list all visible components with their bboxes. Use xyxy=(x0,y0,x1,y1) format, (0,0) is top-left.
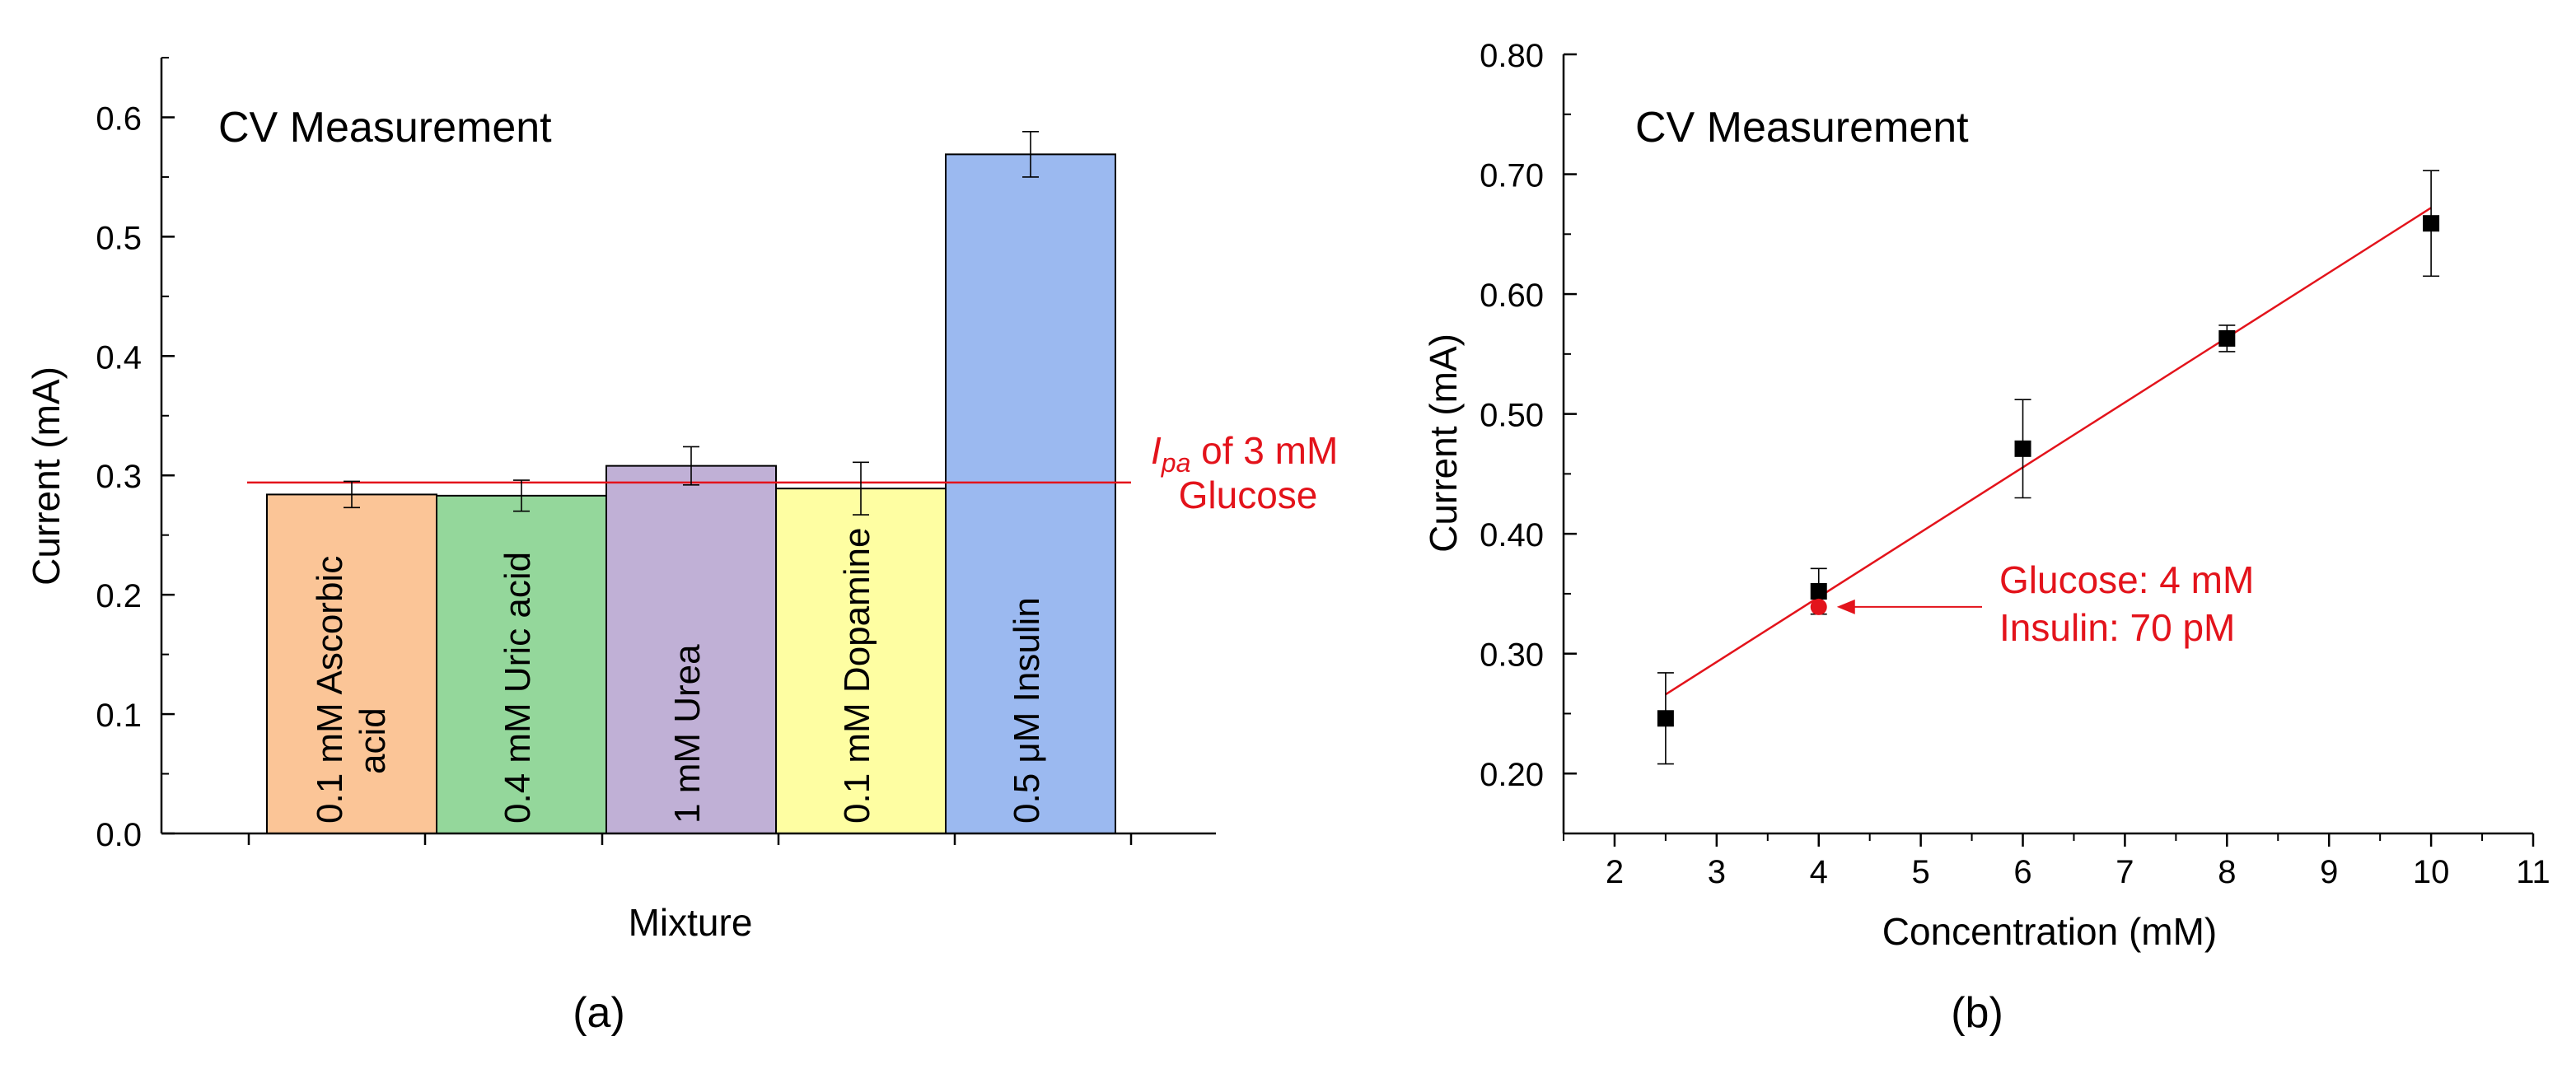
fit-line-group xyxy=(1665,207,2432,696)
bar-label-line: 0.5 μM Insulin xyxy=(1007,597,1047,824)
data-point xyxy=(1657,710,1674,727)
y-tick-label: 0.20 xyxy=(1480,757,1544,793)
x-tick-label: 5 xyxy=(1912,854,1930,890)
annotation-arrow-group xyxy=(1836,599,1982,614)
y-tick-label: 0.3 xyxy=(96,459,142,495)
reference-subscript: pa xyxy=(1161,448,1191,478)
y-tick-label: 0.0 xyxy=(96,817,142,853)
data-point xyxy=(2423,215,2440,232)
y-tick-label: 0.80 xyxy=(1480,38,1544,74)
panel-b-scatter-chart: 0.20 0.30 0.40 0.50 0.60 0.70 0.80 2 3 4 5 6 7 8 9 10 11… xyxy=(1422,38,2550,1037)
bar-label: 0.5 μM Insulin xyxy=(1007,597,1047,824)
bar-label: 1 mM Urea xyxy=(667,644,708,824)
data-point xyxy=(2014,440,2031,457)
panel-label: (a) xyxy=(573,989,625,1037)
data-point xyxy=(1810,583,1827,600)
x-axis-label: Mixture xyxy=(629,901,753,944)
bar xyxy=(945,153,1116,834)
error-bars xyxy=(344,131,1039,516)
bar-label-line: 0.4 mM Uric acid xyxy=(498,552,538,824)
chart-title: CV Measurement xyxy=(218,104,552,152)
y-tick-label: 0.70 xyxy=(1480,158,1544,194)
annotation-arrow-head xyxy=(1836,599,1855,614)
x-tick-label: 8 xyxy=(2218,854,2236,890)
bar xyxy=(436,494,607,834)
annotation-line-1: Glucose: 4 mM xyxy=(1999,558,2254,601)
sample-point xyxy=(1810,598,1827,615)
bar-label-line: 0.1 mM Dopamine xyxy=(837,528,877,824)
bars xyxy=(266,153,1116,834)
y-axis-label: Current (mA) xyxy=(25,366,68,586)
x-tick-label: 7 xyxy=(2115,854,2134,890)
y-tick-label: 0.30 xyxy=(1480,637,1544,674)
bar-label-line: acid xyxy=(353,707,393,774)
bar-label: 0.1 mM Dopamine xyxy=(837,528,877,824)
points xyxy=(1657,215,2440,727)
bar xyxy=(775,488,947,834)
y-tick-label: 0.40 xyxy=(1480,517,1544,553)
y-tick-label: 0.2 xyxy=(96,578,142,614)
y-tick-label: 0.50 xyxy=(1480,398,1544,434)
y-tick-label: 0.4 xyxy=(96,339,142,376)
y-tick-label: 0.60 xyxy=(1480,278,1544,314)
data-point xyxy=(2218,329,2236,347)
bar-label: 0.1 mM Ascorbicacid xyxy=(310,556,393,824)
x-tick-label: 4 xyxy=(1810,854,1828,890)
reference-text: of 3 mM xyxy=(1190,429,1338,472)
x-tick-label: 2 xyxy=(1606,854,1624,890)
x-tick-label: 9 xyxy=(2320,854,2338,890)
axes: 0.20 0.30 0.40 0.50 0.60 0.70 0.80 2 3 4 5 6 7 8 9 10 11 xyxy=(1480,38,2550,890)
bar xyxy=(266,493,437,834)
y-tick-label: 0.6 xyxy=(96,100,142,137)
bar-label: 0.4 mM Uric acid xyxy=(498,552,538,824)
reference-line-label: Ipa of 3 mM xyxy=(1151,429,1338,478)
bar-label-line: 1 mM Urea xyxy=(667,644,708,824)
y-tick-label: 0.1 xyxy=(96,698,142,734)
chart-title: CV Measurement xyxy=(1635,104,1969,152)
error-bars xyxy=(1657,170,2440,765)
x-axis-label: Concentration (mM) xyxy=(1882,910,2217,953)
reference-line-label-line2: Glucose xyxy=(1179,474,1318,516)
axes: 0.0 0.1 0.2 0.3 0.4 0.5 0.6 xyxy=(96,57,1216,853)
x-tick-label: 3 xyxy=(1708,854,1726,890)
bar-labels: 0.1 mM Ascorbicacid 0.4 mM Uric acid 1 mM … xyxy=(310,528,1047,824)
bar-label-line: 0.1 mM Ascorbic xyxy=(310,556,350,824)
panel-a-bar-chart: 0.1 mM Ascorbicacid 0.4 mM Uric acid 1 mM … xyxy=(25,57,1338,1037)
x-tick-label: 11 xyxy=(2516,854,2550,890)
reference-symbol: I xyxy=(1151,429,1162,472)
y-tick-label: 0.5 xyxy=(96,220,142,256)
panel-label: (b) xyxy=(1951,989,2003,1037)
x-tick-label: 10 xyxy=(2413,854,2450,890)
fit-line xyxy=(1665,207,2432,696)
x-tick-label: 6 xyxy=(2013,854,2031,890)
y-axis-label: Current (mA) xyxy=(1422,334,1465,553)
annotation-line-2: Insulin: 70 pM xyxy=(1999,606,2235,649)
